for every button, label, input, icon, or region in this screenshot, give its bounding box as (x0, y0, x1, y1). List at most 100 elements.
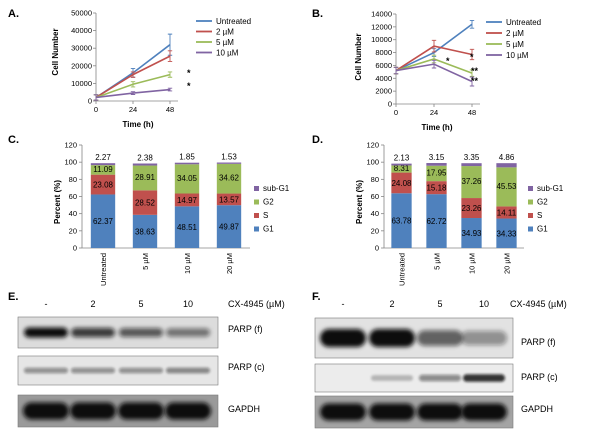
chart-c-legend-label-1: S (263, 211, 268, 220)
chart-c-ytick-label-1: 20 (69, 226, 77, 235)
chart-c-bar-label-0-0: 62.37 (93, 217, 114, 226)
chart-d-bar-label-0-2: 8.31 (394, 164, 410, 173)
blot-e-row-1-label: PARP (f) (228, 324, 263, 334)
blot-e-band-0-3 (166, 328, 210, 337)
chart-d-ytick-label-6: 120 (366, 141, 379, 150)
blot-e-lane-2: 2 (90, 299, 95, 309)
chart-b-legend-label-1: 2 µM (506, 29, 524, 38)
blot-f-band-2-2 (417, 403, 463, 421)
chart-d-category-label-2: 10 µM (468, 253, 477, 274)
blot-e-band-0-2 (119, 328, 163, 337)
chart-a-legend-label-1: 2 µM (216, 28, 234, 37)
chart-c-ytick-label-0: 0 (73, 244, 77, 253)
chart-c-bar-label-0-3: 2.27 (95, 153, 111, 162)
chart-d-legend-label-3: sub-G1 (537, 184, 564, 193)
chart-a-annotation-1: * (187, 81, 191, 91)
chart-c-legend-swatch-3 (254, 186, 259, 191)
blot-e-band-1-1 (71, 367, 115, 374)
chart-a-legend-label-2: 5 µM (216, 38, 234, 47)
chart-c-bar-0-g2 (90, 165, 116, 175)
chart-b-xtick-label-0: 0 (394, 108, 398, 117)
chart-d-bar-0-sub-g1 (391, 163, 412, 166)
chart-b-legend-label-2: 5 µM (506, 40, 524, 49)
chart-c-bar-label-3-2: 34.62 (219, 174, 240, 183)
chart-b-xlabel: Time (h) (422, 123, 453, 132)
chart-b-series-1-error-2 (469, 48, 475, 61)
chart-a-ytick-label-3: 30000 (71, 44, 92, 53)
chart-a-xtick-label-1: 24 (129, 105, 137, 114)
panel-label-c: C. (8, 134, 19, 146)
chart-c-bar-label-2-1: 14.97 (177, 196, 198, 205)
chart-d-bar-label-2-3: 3.35 (464, 153, 480, 162)
chart-c-bar-1-sub-g1 (132, 163, 158, 166)
chart-d-bar-2-g2 (461, 166, 482, 199)
chart-b-series-0-error-2 (469, 19, 475, 29)
chart-a-series-3-error-2 (167, 87, 173, 92)
chart-a-series-2-error-2 (167, 71, 173, 78)
chart-b-legend-label-3: 10 µM (506, 51, 529, 60)
chart-a-ytick-label-2: 20000 (71, 61, 92, 70)
chart-a-legend-label-3: 10 µM (216, 49, 239, 58)
chart-d-bar-1-s (426, 181, 447, 195)
chart-c-category-label-0: Untreated (99, 253, 108, 286)
blot-e-lane-4: 10 (183, 299, 193, 309)
chart-d-legend-swatch-1 (528, 213, 533, 218)
chart-d-bar-label-2-1: 23.26 (461, 204, 482, 213)
chart-d-bar-3-s (496, 206, 517, 219)
chart-c-bar-label-2-2: 34.05 (177, 174, 198, 183)
blot-f-band-0-0 (320, 329, 366, 347)
chart-c-bar-label-3-1: 13.57 (219, 195, 240, 204)
chart-c-ytick-label-2: 40 (69, 209, 77, 218)
chart-d-legend-label-1: S (537, 211, 542, 220)
blot-e-band-2-0 (23, 402, 69, 420)
chart-b-ytick-label-5: 10000 (371, 35, 392, 44)
chart-d-bar-2-g1 (461, 218, 482, 248)
chart-d-legend-swatch-0 (528, 226, 533, 232)
chart-c-bar-0-g1 (90, 194, 116, 248)
chart-b-ytick-label-7: 14000 (371, 10, 392, 19)
chart-b-series-3-error-1 (431, 59, 437, 69)
chart-c-category-label-1: 5 µM (141, 253, 150, 270)
chart-a-ylabel: Cell Number (51, 28, 60, 75)
chart-c-bar-label-3-3: 1.53 (221, 153, 237, 162)
blot-e-band-0-1 (71, 327, 115, 338)
chart-c-bar-1-g2 (132, 165, 158, 191)
chart-a-xlabel: Time (h) (123, 120, 154, 129)
chart-d-bar-0-s (391, 172, 412, 194)
blot-f-row-1-label: PARP (f) (521, 337, 556, 347)
panel-label-a: A. (8, 8, 19, 20)
chart-b-annotation-0: * (446, 56, 450, 66)
chart-a-series-1-error-1 (130, 71, 136, 78)
blot-e-band-1-0 (24, 367, 68, 374)
chart-d-legend-swatch-3 (528, 186, 533, 191)
chart-c-bar-1-s (132, 190, 158, 215)
chart-d-ytick-label-4: 80 (371, 175, 379, 184)
chart-d-bar-label-1-1: 15.18 (426, 184, 447, 193)
chart-c-bar-2-sub-g1 (174, 162, 200, 165)
chart-c-legend-swatch-1 (254, 213, 259, 218)
chart-d: 0 20 40 60 80 100 120 63.78 24.08 8.312.13 Untreat… (366, 141, 563, 286)
chart-b-annotation-3: ** (471, 76, 479, 86)
chart-a-ytick-label-5: 50000 (71, 9, 92, 18)
chart-b-ytick-label-2: 4000 (375, 74, 392, 83)
blot-e-treatment-label: CX-4945 (µM) (228, 299, 285, 309)
chart-d-bar-label-2-0: 34.93 (461, 229, 482, 238)
chart-c-legend-swatch-0 (254, 226, 259, 232)
chart-c-bar-label-1-3: 2.38 (137, 154, 153, 163)
chart-a-legend-label-0: Untreated (216, 17, 251, 26)
chart-c-bar-label-1-0: 38.63 (135, 227, 156, 236)
chart-d-ytick-label-3: 60 (371, 192, 379, 201)
chart-d-bar-label-2-2: 37.26 (461, 177, 482, 186)
chart-c-legend-label-2: G2 (263, 198, 274, 207)
chart-d-bar-label-0-0: 63.78 (391, 217, 412, 226)
panel-label-d: D. (312, 134, 323, 146)
chart-c-ytick-label-6: 120 (64, 141, 77, 150)
chart-c: 0 20 40 60 80 100 120 62.37 23.08 11.09 2.27 Untrea… (64, 141, 289, 286)
chart-d-bar-1-g2 (426, 165, 447, 182)
chart-d-bar-3-g2 (496, 167, 517, 207)
chart-b-series-3-error-2 (469, 76, 475, 87)
chart-d-bar-label-0-1: 24.08 (391, 179, 412, 188)
chart-c-category-label-2: 10 µM (183, 253, 192, 274)
chart-b: 0 2000 4000 6000 8000 10000 12000 14000 0 24 48 Unt… (371, 10, 541, 118)
